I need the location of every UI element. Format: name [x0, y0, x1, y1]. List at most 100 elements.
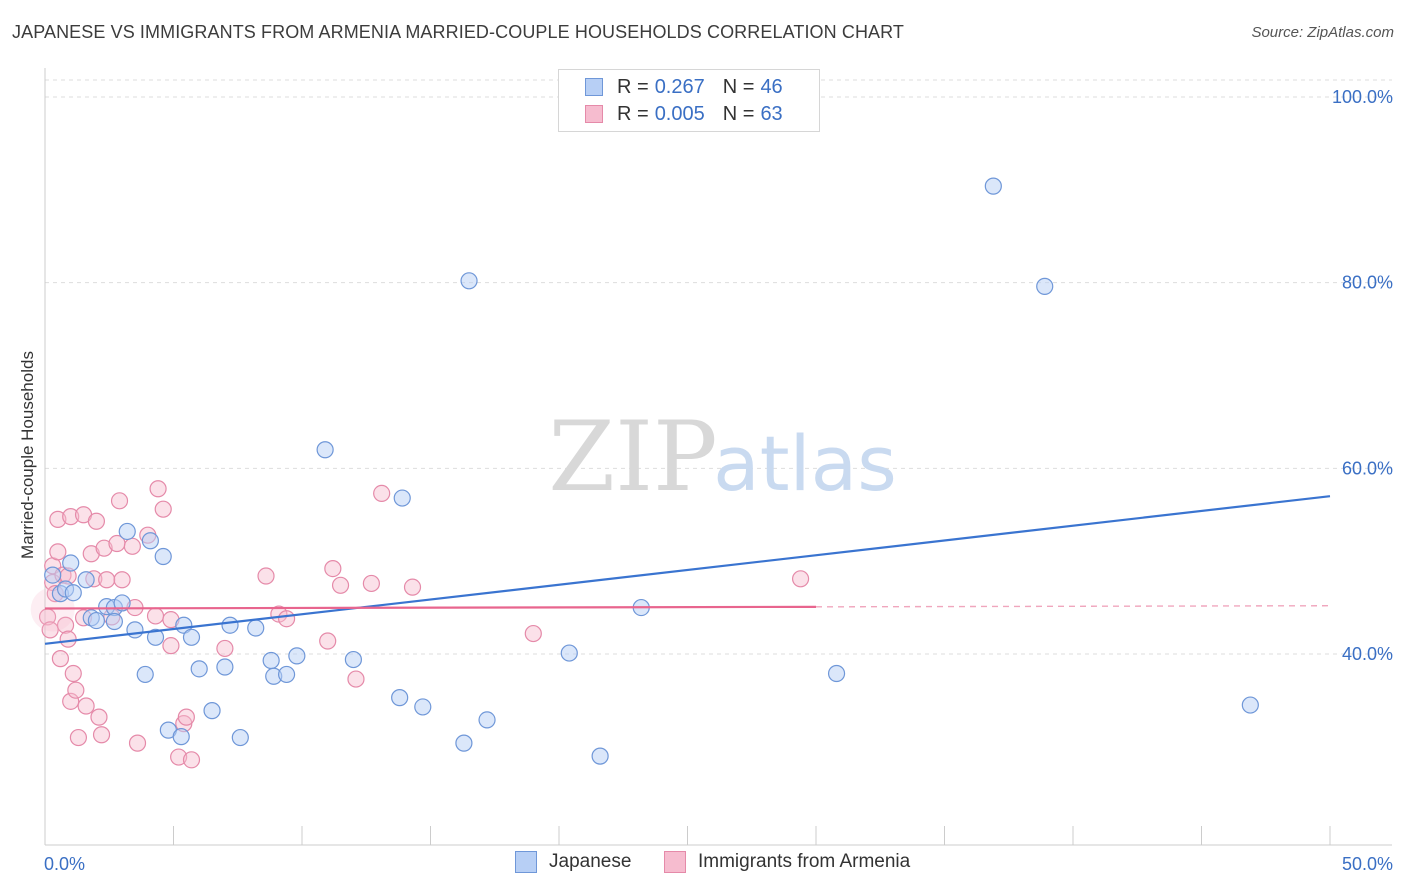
armenia-point	[67, 681, 85, 699]
armenia-point	[524, 624, 542, 643]
armenia-point	[146, 607, 165, 625]
japanese-point	[141, 532, 159, 550]
japanese-point	[154, 547, 172, 566]
watermark-zip: ZIP	[548, 401, 717, 513]
armenia-point	[90, 708, 108, 726]
armenia-trend-extension	[815, 605, 1331, 608]
armenia-point	[49, 510, 67, 528]
japanese-point	[172, 728, 190, 746]
japanese-point	[591, 747, 609, 765]
grid	[45, 79, 1392, 655]
trend-lines	[44, 495, 1331, 645]
japanese-point	[216, 658, 234, 676]
japanese-point	[827, 664, 846, 683]
armenia-trend-line	[44, 605, 817, 610]
japanese-point	[44, 566, 62, 584]
armenia-point	[403, 578, 422, 596]
chart-title: JAPANESE VS IMMIGRANTS FROM ARMENIA MARR…	[12, 22, 905, 42]
japanese-point	[87, 611, 106, 630]
n-value: 63	[760, 102, 783, 125]
japanese-point	[1036, 277, 1054, 295]
japanese-swatch	[585, 78, 603, 96]
japanese-trend-line	[44, 495, 1331, 645]
armenia-legend-label: Immigrants from Armenia	[698, 851, 911, 872]
armenia-point	[51, 650, 70, 668]
armenia-point	[41, 621, 59, 639]
armenia-point	[347, 670, 365, 688]
stats-row-japanese: R = 0.267 N = 46	[585, 74, 783, 100]
armenia-point	[162, 637, 180, 655]
armenia-point	[113, 571, 131, 589]
japanese-point	[118, 522, 136, 541]
armenia-point	[64, 664, 82, 683]
japanese-point	[221, 616, 239, 634]
japanese-point	[288, 647, 306, 665]
japanese-point	[146, 628, 165, 646]
japanese-point	[182, 628, 201, 646]
watermark-atlas: atlas	[713, 419, 897, 508]
x-tick-label: 0.0%	[44, 854, 85, 874]
japanese-point	[62, 554, 80, 572]
r-value: 0.005	[654, 102, 705, 125]
armenia-point	[92, 726, 111, 744]
armenia-point	[98, 571, 116, 589]
armenia-point	[110, 492, 129, 510]
japanese-point	[1241, 696, 1259, 714]
n-label: N =	[722, 75, 755, 98]
japanese-point	[455, 734, 473, 752]
armenia-point	[77, 697, 95, 715]
japanese-legend-swatch	[515, 851, 537, 873]
japanese-point	[984, 177, 1002, 195]
axes	[44, 68, 1392, 846]
armenia-point	[62, 692, 80, 710]
tick-labels: 40.0% 60.0% 80.0% 100.0% 0.0% 50.0%	[44, 87, 1393, 874]
japanese-point	[105, 612, 123, 631]
armenia-point	[154, 500, 172, 518]
stats-row-armenia: R = 0.005 N = 63	[585, 101, 783, 127]
armenia-point	[56, 616, 75, 634]
armenia-point	[62, 508, 80, 526]
y-tick-label: 80.0%	[1342, 273, 1393, 293]
japanese-point	[247, 619, 265, 637]
japanese-point	[231, 728, 249, 747]
y-tick-label: 100.0%	[1332, 87, 1393, 107]
japanese-point	[344, 650, 362, 669]
armenia-point	[324, 559, 342, 578]
legend-japanese[interactable]: Japanese	[515, 851, 631, 873]
armenia-point	[182, 751, 201, 769]
r-value: 0.267	[654, 75, 705, 98]
armenia-point	[49, 543, 67, 561]
armenia-point	[331, 576, 350, 594]
japanese-legend-label: Japanese	[549, 851, 632, 872]
armenia-point	[362, 574, 380, 593]
r-label: R =	[617, 75, 649, 98]
armenia-legend-swatch	[664, 851, 686, 873]
armenia-point	[170, 748, 188, 766]
r-label: R =	[617, 102, 649, 125]
n-value: 46	[760, 75, 783, 98]
armenia-point	[128, 734, 147, 752]
armenia-point	[82, 545, 100, 563]
japanese-point	[277, 665, 296, 684]
y-tick-label: 40.0%	[1342, 644, 1393, 664]
source-credit: Source: ZipAtlas.com	[1251, 24, 1394, 41]
japanese-point	[560, 644, 578, 662]
legend-armenia[interactable]: Immigrants from Armenia	[664, 851, 910, 873]
japanese-point	[414, 698, 432, 716]
n-label: N =	[722, 102, 755, 125]
armenia-point	[59, 630, 77, 648]
y-tick-label: 60.0%	[1342, 458, 1393, 478]
armenia-point	[216, 639, 234, 658]
armenia-point	[791, 570, 810, 588]
armenia-point	[69, 728, 88, 747]
japanese-point	[190, 660, 208, 678]
japanese-point	[64, 584, 82, 602]
stats-legend: R = 0.267 N = 46 R = 0.005 N = 63	[558, 69, 820, 132]
japanese-point	[262, 651, 280, 670]
armenia-point	[177, 708, 195, 726]
x-tick-label: 50.0%	[1342, 854, 1393, 874]
armenia-point	[319, 632, 337, 650]
japanese-point	[393, 489, 411, 507]
armenia-point	[373, 484, 391, 502]
